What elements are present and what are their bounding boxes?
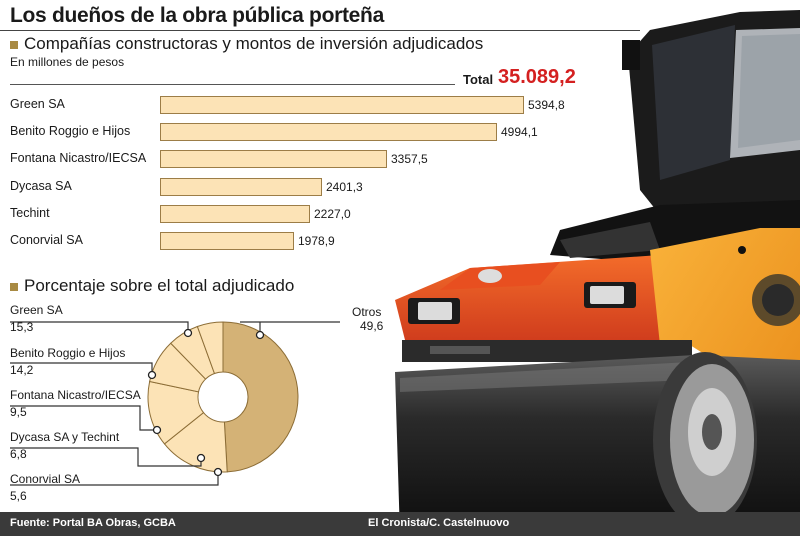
pie-label-green: Green SA [10, 303, 63, 317]
bar-value-label: 4994,1 [501, 125, 538, 140]
title-divider [0, 30, 640, 31]
pie-label-dycasa-techint: Dycasa SA y Techint [10, 430, 120, 444]
leader-dot-dycasa [196, 453, 206, 463]
leader-dot-otros [255, 330, 265, 340]
donut-slice [222, 321, 299, 473]
source-note: Fuente: Portal BA Obras, GCBA [10, 517, 176, 529]
credit-note: El Cronista/C. Castelnuovo [368, 517, 510, 529]
bar-chart-heading: Compañías constructoras y montos de inve… [24, 34, 484, 53]
road-roller-illustration [395, 10, 800, 536]
pie-value-otros: 49,6 [360, 319, 384, 333]
bar [160, 96, 524, 114]
pie-value-dycasa-techint: 6,8 [10, 447, 27, 461]
leader-line-green [10, 321, 189, 333]
bar-value-label: 3357,5 [391, 152, 428, 167]
leader-dot-green [183, 328, 193, 338]
bar-label: Conorvial SA [10, 233, 83, 247]
leader-dot-roggio [147, 370, 157, 380]
pie-value-conorvial: 5,6 [10, 489, 27, 503]
bar [160, 232, 294, 250]
leader-line-otros [240, 321, 340, 335]
bar [160, 204, 310, 223]
leader-line-conorvial [10, 472, 219, 486]
total-label: Total [463, 72, 494, 87]
bar-value-label: 1978,9 [298, 234, 335, 248]
leader-dot-conorvial [213, 467, 223, 477]
pie-value-roggio: 14,2 [10, 363, 34, 377]
pie-label-conorvial: Conorvial SA [10, 472, 81, 486]
bar-label: Techint [10, 205, 50, 220]
bar-label: Benito Roggio e Hijos [10, 124, 131, 139]
units-divider [10, 84, 455, 85]
pie-label-roggio: Benito Roggio e Hijos [10, 346, 126, 360]
footer-bar [0, 512, 800, 536]
bar-label: Dycasa SA [10, 178, 72, 193]
bar-label: Fontana Nicastro/IECSA [10, 151, 147, 166]
bar [160, 150, 387, 169]
leader-line-fontana [10, 405, 157, 431]
bar-value-label: 2401,3 [326, 179, 363, 194]
bar-label: Green SA [10, 97, 65, 111]
leader-dot-fontana [152, 425, 162, 435]
pie-value-fontana: 9,5 [10, 405, 27, 419]
pie-label-fontana: Fontana Nicastro/IECSA [10, 388, 141, 402]
page-title: Los dueños de la obra pública porteña [10, 4, 384, 27]
leader-line-dycasa [10, 447, 202, 467]
section-marker-square [10, 283, 18, 291]
units-label: En millones de pesos [10, 55, 125, 69]
bar [160, 177, 322, 196]
donut-slice [196, 321, 224, 375]
total-value: 35.089,2 [498, 66, 576, 88]
bar-value-label: 5394,8 [528, 98, 565, 112]
bar [160, 123, 497, 142]
pie-label-otros: Otros [352, 305, 382, 319]
pie-value-green: 15,3 [10, 320, 34, 334]
section-marker-square [10, 41, 18, 49]
pie-chart-heading: Porcentaje sobre el total adjudicado [24, 276, 295, 295]
bar-value-label: 2227,0 [314, 206, 351, 221]
